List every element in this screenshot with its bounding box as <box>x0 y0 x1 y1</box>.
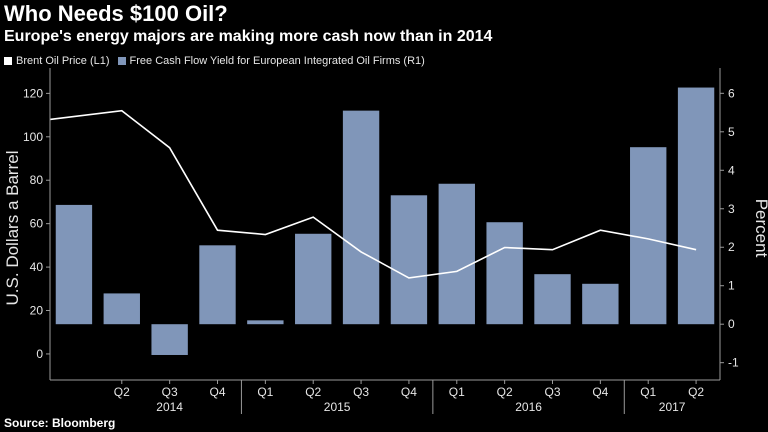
left-tick-label: 0 <box>36 347 43 361</box>
x-tick-label: Q2 <box>114 385 130 399</box>
right-tick-label: 0 <box>728 317 735 331</box>
right-tick-label: 6 <box>728 86 735 100</box>
left-tick-label: 40 <box>30 260 44 274</box>
brent-line <box>49 109 697 279</box>
left-tick-label: 120 <box>23 86 43 100</box>
legend-swatch-fcf <box>117 57 126 65</box>
fcf-bar <box>55 204 93 325</box>
fcf-bar <box>486 222 523 325</box>
fcf-bar <box>438 183 475 325</box>
x-tick-label: Q3 <box>162 385 178 399</box>
legend-item-brent: Brent Oil Price (L1) <box>4 55 110 67</box>
x-tick-label: Q4 <box>592 385 608 399</box>
legend-label-fcf: Free Cash Flow Yield for European Integr… <box>129 55 425 67</box>
legend-swatch-brent <box>4 57 12 65</box>
fcf-bar <box>247 320 284 325</box>
x-year-label: 2014 <box>156 400 183 414</box>
right-tick-label: 1 <box>728 279 735 293</box>
fcf-bar <box>534 274 571 325</box>
left-tick-label: 100 <box>23 130 43 144</box>
x-year-label: 2016 <box>515 400 542 414</box>
x-year-label: 2017 <box>659 400 686 414</box>
right-tick-label: 5 <box>728 125 735 139</box>
x-tick-label: Q2 <box>305 385 321 399</box>
x-tick-label: Q1 <box>640 385 656 399</box>
x-tick-label: Q3 <box>544 385 560 399</box>
fcf-bar <box>390 195 428 325</box>
fcf-bar <box>582 283 619 325</box>
right-tick-label: 4 <box>728 163 735 177</box>
chart-subtitle: Europe's energy majors are making more c… <box>4 28 493 45</box>
right-tick-label: -1 <box>728 356 739 370</box>
right-tick-label: 3 <box>728 202 735 216</box>
x-tick-label: Q2 <box>497 385 513 399</box>
x-tick-label: Q3 <box>353 385 369 399</box>
x-tick-label: Q1 <box>257 385 273 399</box>
legend-label-brent: Brent Oil Price (L1) <box>16 55 110 67</box>
left-tick-label: 80 <box>30 173 44 187</box>
chart-title: Who Needs $100 Oil? <box>4 1 228 26</box>
left-tick-label: 60 <box>30 217 44 231</box>
x-tick-label: Q4 <box>209 385 225 399</box>
legend: Brent Oil Price (L1) Free Cash Flow Yiel… <box>4 55 433 67</box>
source-note: Source: Bloomberg <box>4 416 116 430</box>
right-tick-label: 2 <box>728 240 735 254</box>
fcf-bar <box>630 147 667 325</box>
right-axis-title: Percent <box>752 199 768 258</box>
x-tick-label: Q4 <box>401 385 417 399</box>
x-tick-label: Q2 <box>688 385 704 399</box>
x-year-label: 2015 <box>324 400 351 414</box>
fcf-bar <box>295 233 332 325</box>
fcf-bar <box>677 87 715 325</box>
legend-item-fcf: Free Cash Flow Yield for European Integr… <box>117 55 425 67</box>
left-tick-label: 20 <box>30 304 44 318</box>
fcf-bar <box>151 324 188 355</box>
x-tick-label: Q1 <box>449 385 465 399</box>
fcf-bar <box>342 110 380 325</box>
fcf-bar <box>199 245 236 325</box>
left-axis-title: U.S. Dollars a Barrel <box>3 151 22 306</box>
fcf-bar <box>103 293 140 325</box>
